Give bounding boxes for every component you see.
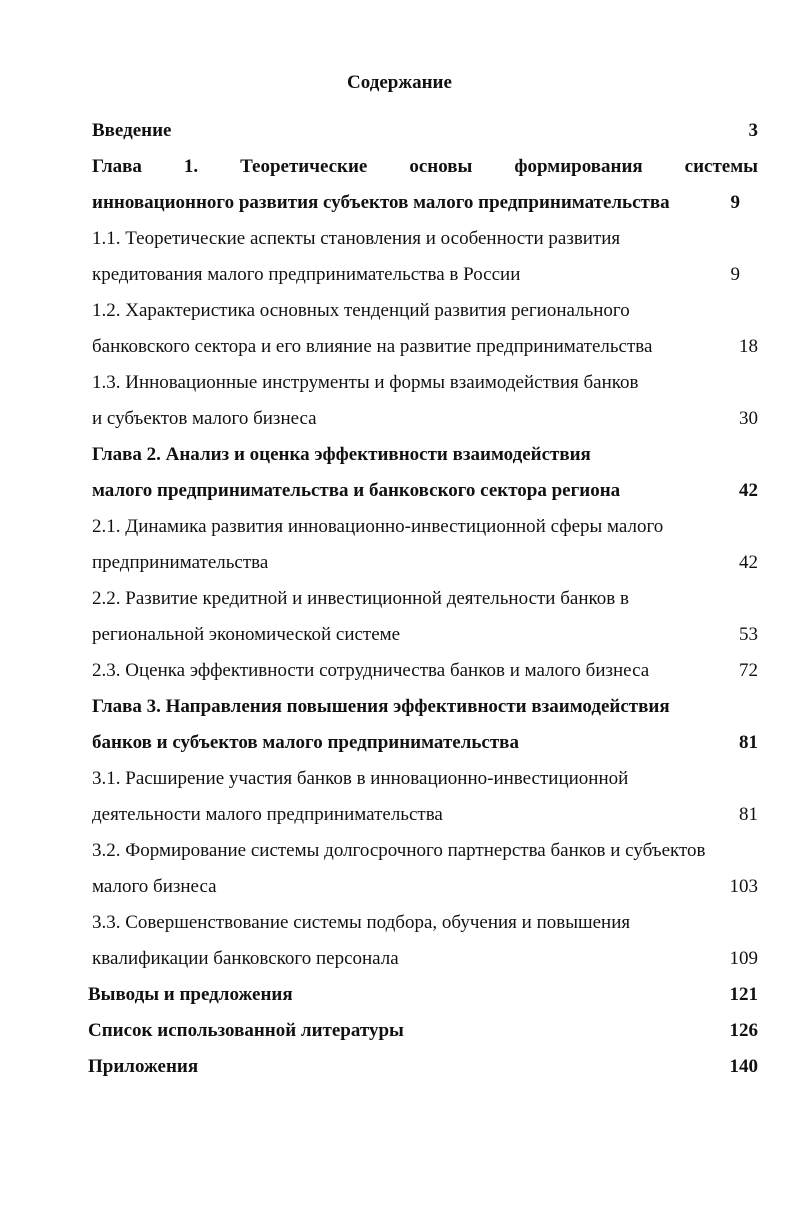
- toc-entry: малого предпринимательства и банковского…: [92, 476, 758, 512]
- toc-entry: инновационного развития субъектов малого…: [92, 188, 758, 224]
- toc-page-number: 42: [739, 552, 758, 573]
- toc-entry-text: малого предпринимательства и банковского…: [92, 480, 621, 501]
- toc-entry-text: региональной экономической системе: [92, 624, 401, 645]
- toc-entry-text: Глава 3. Направления повышения эффективн…: [92, 696, 670, 717]
- toc-entry-text: 2.1. Динамика развития инновационно-инве…: [92, 516, 664, 537]
- toc-page-number: 121: [729, 984, 759, 1005]
- toc-entry: малого бизнеса 103: [92, 872, 758, 908]
- toc-entry-text: 3.2. Формирование системы долгосрочного …: [92, 840, 706, 861]
- page-title: Содержание: [347, 72, 452, 93]
- toc-entry-text: 3.1. Расширение участия банков в инновац…: [92, 768, 629, 789]
- toc-entry-text: Список использованной литературы: [88, 1020, 404, 1041]
- toc-entry: 1.3. Инновационные инструменты и формы в…: [92, 368, 758, 404]
- toc-page-number: 3: [748, 120, 759, 141]
- toc-entry-text: предпринимательства: [92, 552, 269, 573]
- toc-entry-text: 3.3. Совершенствование системы подбора, …: [92, 912, 631, 933]
- toc-page-number: 103: [729, 876, 759, 897]
- toc-entry: Глава 1. Теоретические основы формирования си…: [92, 152, 758, 188]
- toc-entry: 3.1. Расширение участия банков в инновац…: [92, 764, 758, 800]
- toc-entry-text: Приложения: [88, 1056, 199, 1077]
- toc-entry-text: 2.2. Развитие кредитной и инвестиционной…: [92, 588, 629, 609]
- toc-page-number: 9: [730, 264, 741, 285]
- toc-page-number: 72: [739, 660, 758, 681]
- toc-entry-text: банков и субъектов малого предпринимател…: [92, 732, 519, 753]
- toc-entry-text: кредитования малого предпринимательства …: [92, 264, 521, 285]
- toc-entry: деятельности малого предпринимательства 8…: [92, 800, 758, 836]
- toc-page-number: 109: [729, 948, 759, 969]
- toc-entry: 2.3. Оценка эффективности сотрудничества…: [92, 656, 758, 692]
- toc-entry: Глава 3. Направления повышения эффективн…: [92, 692, 758, 728]
- toc-entry: и субъектов малого бизнеса 30: [92, 404, 758, 440]
- toc-page-number: 140: [729, 1056, 759, 1077]
- toc-entry: квалификации банковского персонала 109: [92, 944, 758, 980]
- toc-entry: предпринимательства 42: [92, 548, 758, 584]
- toc-entry-text: квалификации банковского персонала: [92, 948, 399, 969]
- toc-entry: кредитования малого предпринимательства …: [92, 260, 758, 296]
- toc-entry-text: Глава 2. Анализ и оценка эффективности в…: [92, 444, 591, 465]
- toc-entry: 1.1. Теоретические аспекты становления и…: [92, 224, 758, 260]
- toc-entry: Список использованной литературы 126: [88, 1016, 758, 1052]
- toc-entry: 1.2. Характеристика основных тенденций р…: [92, 296, 758, 332]
- toc-entry: региональной экономической системе 53: [92, 620, 758, 656]
- toc-entry-text: банковского сектора и его влияние на раз…: [92, 336, 653, 357]
- toc-entry-text: 1.2. Характеристика основных тенденций р…: [92, 300, 630, 321]
- toc-entry: 3.3. Совершенствование системы подбора, …: [92, 908, 758, 944]
- toc-entry: Приложения 140: [88, 1052, 758, 1088]
- toc-entry-text: 2.3. Оценка эффективности сотрудничества…: [92, 660, 650, 681]
- toc-page-number: 53: [739, 624, 758, 645]
- toc-page-number: 126: [729, 1020, 759, 1041]
- toc-page-number: 81: [739, 804, 758, 825]
- toc-page-number: 81: [739, 732, 758, 753]
- toc-entry: Выводы и предложения 121: [88, 980, 758, 1016]
- toc-entry: 2.1. Динамика развития инновационно-инве…: [92, 512, 758, 548]
- toc-entry-text: и субъектов малого бизнеса: [92, 408, 317, 429]
- toc-entry: Глава 2. Анализ и оценка эффективности в…: [92, 440, 758, 476]
- toc-entry-text: инновационного развития субъектов малого…: [92, 192, 670, 213]
- toc-entry-text: Глава 1. Теоретические основы формирования си…: [92, 156, 758, 177]
- toc-page-number: 30: [739, 408, 758, 429]
- toc-entry: Введение 3: [92, 116, 758, 152]
- toc-entry: банковского сектора и его влияние на раз…: [92, 332, 758, 368]
- toc-entry-text: 1.3. Инновационные инструменты и формы в…: [92, 372, 639, 393]
- toc-entry-text: малого бизнеса: [92, 876, 217, 897]
- toc-entry-text: Введение: [92, 120, 172, 141]
- table-of-contents: Введение 3 Глава 1. Теоретические основы форми…: [88, 116, 758, 1088]
- toc-page-number: 18: [739, 336, 758, 357]
- toc-entry-text: деятельности малого предпринимательства: [92, 804, 443, 825]
- toc-entry: банков и субъектов малого предпринимател…: [92, 728, 758, 764]
- toc-entry-text: 1.1. Теоретические аспекты становления и…: [92, 228, 621, 249]
- toc-entry: 2.2. Развитие кредитной и инвестиционной…: [92, 584, 758, 620]
- toc-page-number: 42: [739, 480, 758, 501]
- toc-entry: 3.2. Формирование системы долгосрочного …: [92, 836, 758, 872]
- toc-page-number: 9: [730, 192, 741, 213]
- toc-entry-text: Выводы и предложения: [88, 984, 293, 1005]
